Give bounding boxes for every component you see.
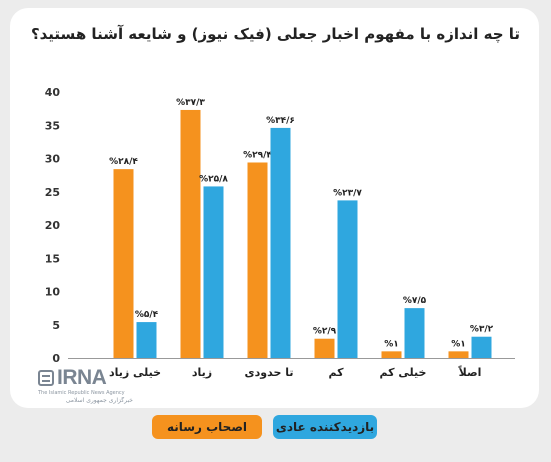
y-tick-label: 10 bbox=[45, 286, 61, 299]
logo-subtitle-fa: خبرگزاری جمهوری اسلامی bbox=[65, 397, 133, 404]
bar-regular-visitors bbox=[203, 186, 224, 358]
bar-regular-visitors bbox=[337, 200, 358, 358]
x-category-label: خیلی زیاد bbox=[109, 366, 161, 379]
y-tick-label: 35 bbox=[45, 119, 60, 132]
logo-subtitle: The Islamic Republic News Agency bbox=[38, 390, 125, 396]
bar-regular-visitors bbox=[136, 322, 157, 358]
bar-value-label: %۳۴/۶ bbox=[266, 116, 295, 126]
y-tick-label: 25 bbox=[45, 186, 60, 199]
bar-media-owners bbox=[314, 338, 335, 358]
bar-value-label: %۳/۲ bbox=[470, 325, 494, 335]
bar-media-owners bbox=[381, 351, 402, 358]
chart-title: تا چه اندازه با مفهوم اخبار جعلی (فیک نی… bbox=[30, 25, 521, 43]
legend-media-owners-label: اصحاب رسانه bbox=[166, 420, 248, 434]
x-category-label: زیاد bbox=[192, 366, 212, 379]
y-tick-label: 0 bbox=[52, 352, 60, 365]
x-category-label: کم bbox=[328, 366, 344, 379]
bar-media-owners bbox=[180, 109, 201, 358]
bar-value-label: %۱ bbox=[451, 339, 466, 349]
bar-value-label: %۵/۴ bbox=[135, 310, 159, 320]
bar-media-owners bbox=[113, 169, 134, 358]
x-category-label: اصلاً bbox=[458, 364, 481, 379]
irna-logo: IRNA The Islamic Republic News Agency خب… bbox=[38, 366, 133, 406]
bar-value-label: %۲۸/۴ bbox=[109, 157, 138, 167]
bar-media-owners bbox=[247, 162, 268, 358]
bar-value-label: %۲۵/۸ bbox=[199, 174, 228, 184]
bar-value-label: %۲۳/۷ bbox=[333, 188, 362, 198]
y-tick-label: 5 bbox=[52, 319, 60, 332]
irna-logo-icon bbox=[38, 370, 54, 386]
bar-value-label: %۱ bbox=[384, 339, 399, 349]
legend-regular-visitors: بازدیدکننده عادی bbox=[273, 415, 377, 439]
x-category-label: تا حدودی bbox=[245, 366, 294, 379]
x-category-label: خیلی کم bbox=[380, 366, 427, 379]
y-tick-label: 20 bbox=[45, 219, 61, 232]
bar-media-owners bbox=[448, 351, 469, 358]
bar-value-label: %۷/۵ bbox=[403, 296, 427, 306]
bar-regular-visitors bbox=[471, 336, 492, 358]
legend-regular-visitors-label: بازدیدکننده عادی bbox=[275, 420, 375, 434]
bar-regular-visitors bbox=[404, 308, 425, 358]
bar-regular-visitors bbox=[270, 127, 291, 358]
logo-name: IRNA bbox=[57, 366, 107, 389]
legend-media-owners: اصحاب رسانه bbox=[152, 415, 262, 439]
bar-value-label: %۳۷/۳ bbox=[176, 98, 205, 108]
y-tick-label: 30 bbox=[45, 153, 61, 166]
bar-value-label: %۲۹/۴ bbox=[243, 150, 272, 160]
y-tick-label: 40 bbox=[45, 86, 61, 99]
bar-value-label: %۲/۹ bbox=[313, 327, 337, 337]
y-tick-label: 15 bbox=[45, 252, 60, 265]
